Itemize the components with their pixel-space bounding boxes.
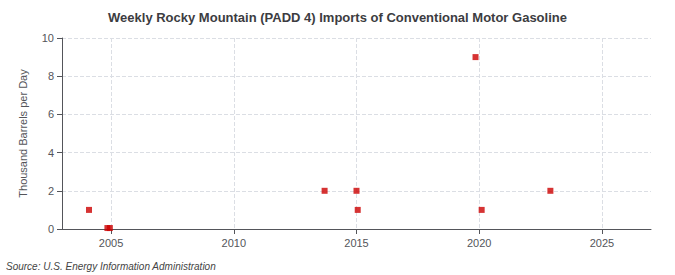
- svg-text:8: 8: [48, 70, 54, 82]
- svg-text:6: 6: [48, 108, 54, 120]
- svg-text:2: 2: [48, 185, 54, 197]
- svg-text:10: 10: [42, 32, 54, 44]
- svg-text:2010: 2010: [222, 237, 246, 249]
- svg-text:2005: 2005: [99, 237, 123, 249]
- svg-text:Source: U.S. Energy Informatio: Source: U.S. Energy Information Administ…: [6, 261, 216, 272]
- svg-text:Weekly Rocky Mountain (PADD 4): Weekly Rocky Mountain (PADD 4) Imports o…: [108, 10, 567, 25]
- svg-text:4: 4: [48, 147, 54, 159]
- svg-text:0: 0: [48, 223, 54, 235]
- svg-text:Thousand Barrels per Day: Thousand Barrels per Day: [17, 69, 29, 198]
- svg-text:2020: 2020: [467, 237, 491, 249]
- svg-text:2025: 2025: [590, 237, 614, 249]
- svg-text:2015: 2015: [344, 237, 368, 249]
